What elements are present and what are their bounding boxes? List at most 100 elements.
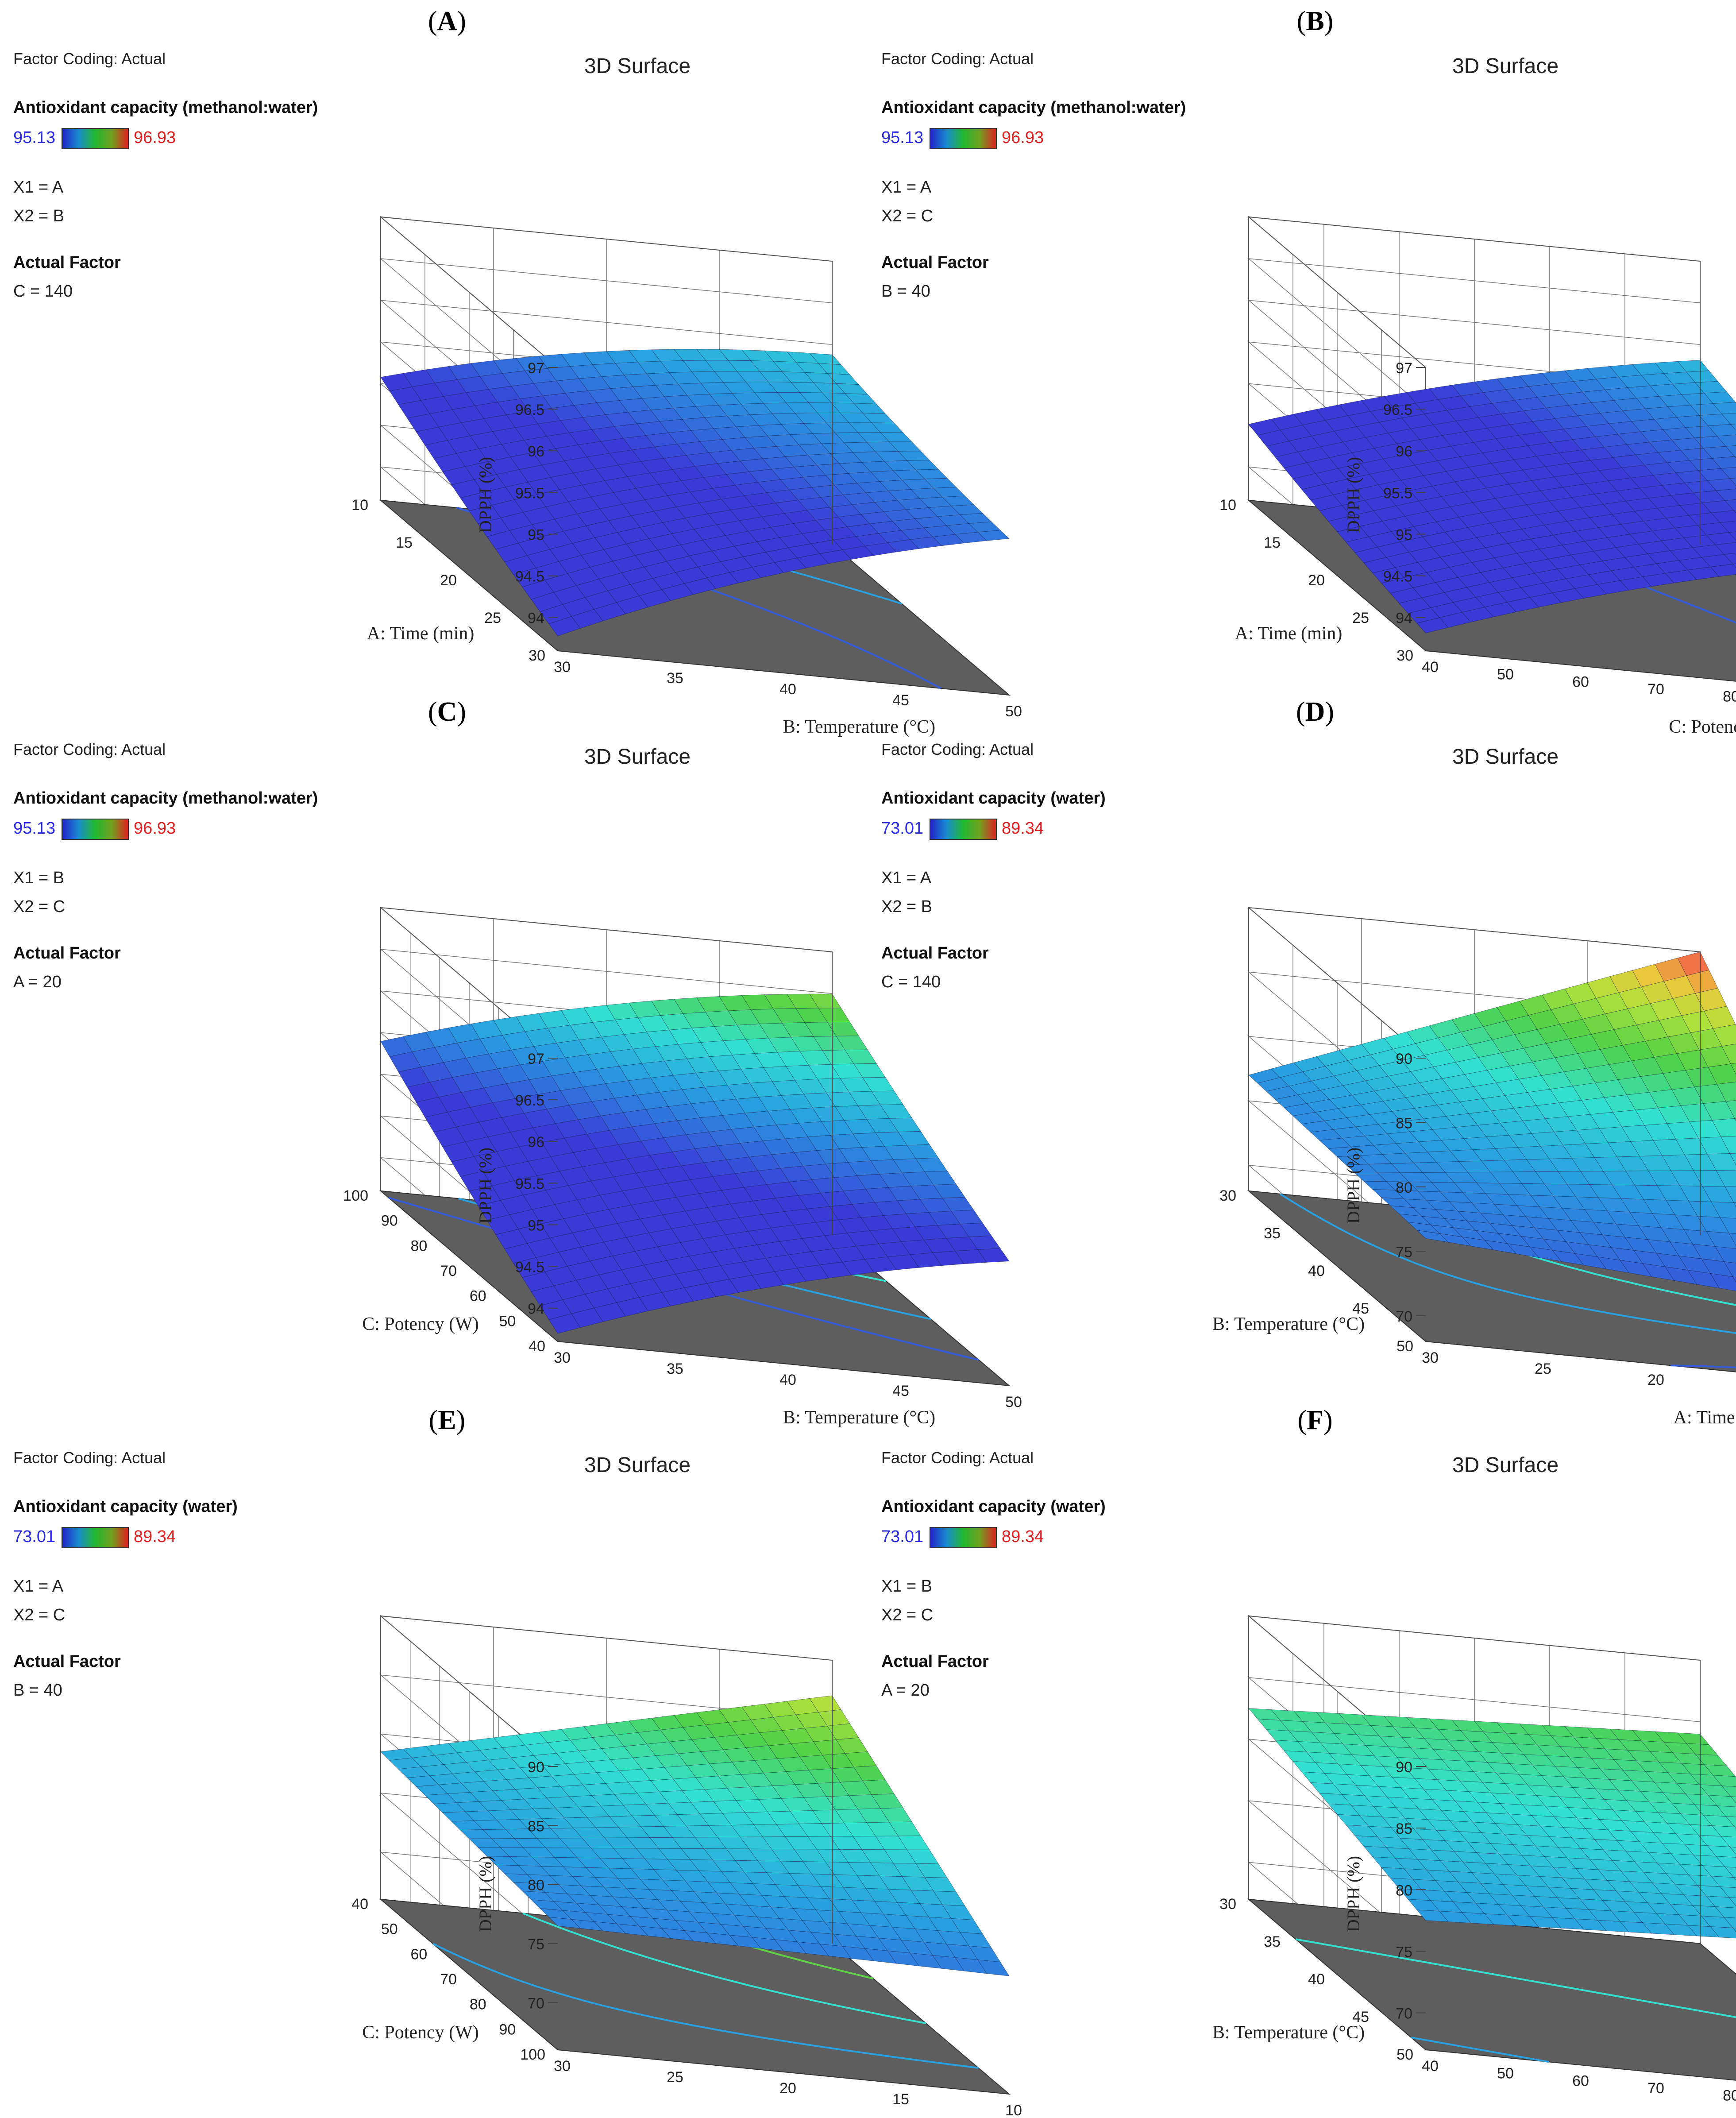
color-scale-min: 95.13 xyxy=(881,128,923,147)
chart-title: 3D Surface xyxy=(584,54,691,78)
contour-segment xyxy=(1537,2059,1549,2063)
contour-segment xyxy=(1385,1250,1397,1256)
y-tick-label: 50 xyxy=(499,1313,516,1330)
contour-segment xyxy=(537,1986,558,1994)
y-tick-label: 25 xyxy=(1352,610,1369,626)
panel-letter: (D) xyxy=(1296,697,1334,727)
panel-f: (F) Factor Coding: Actual Antioxidant capa… xyxy=(881,1405,1736,2118)
x-tick-label: 50 xyxy=(1005,1394,1022,1411)
z-tick-label: 94.5 xyxy=(515,1259,544,1276)
contour-segment xyxy=(802,1960,815,1965)
contour-segment xyxy=(388,1197,415,1206)
panel-letter-value: A xyxy=(437,6,457,36)
contour-segment xyxy=(883,2014,905,2020)
panel-letter: (F) xyxy=(1297,1405,1332,1435)
z-axis: 70 75 80 85 90 DPPH (%) xyxy=(475,1759,558,2012)
actual-factor-heading: Actual Factor xyxy=(881,1652,989,1671)
x-tick-label: 80 xyxy=(1723,688,1736,705)
contour-segment xyxy=(850,587,864,593)
contour-segment xyxy=(1400,1957,1411,1961)
contour-segment xyxy=(674,2021,682,2024)
surface-cell xyxy=(1416,1230,1449,1243)
z-tick-label: 96 xyxy=(528,1134,544,1151)
z-axis: 94 94.5 95 95.5 96 96.5 97 DPPH (%) xyxy=(475,1051,558,1318)
x-axis-label: A: Time (min) xyxy=(1674,1407,1736,1428)
y-tick-label: 60 xyxy=(411,1946,428,1963)
y-tick-label: 50 xyxy=(1397,1338,1413,1355)
contour-segment xyxy=(813,1317,837,1326)
contour-segment xyxy=(1290,1200,1300,1207)
panel-letter-open: ( xyxy=(429,1405,438,1435)
z-tick-label: 80 xyxy=(1396,1882,1412,1899)
chart-title: 3D Surface xyxy=(584,745,691,769)
panel-c: (C) Factor Coding: Actual Antioxidant capa… xyxy=(13,697,1022,1428)
contour-segment xyxy=(835,583,851,589)
y-tick-label: 15 xyxy=(1264,534,1281,551)
contour-segment xyxy=(875,595,891,601)
contour-segment xyxy=(908,1313,914,1316)
contour-segment xyxy=(1633,1316,1651,1322)
z-tick-label: 75 xyxy=(1396,1244,1412,1260)
contour-segment xyxy=(557,1992,564,1996)
contour-segment xyxy=(1495,2051,1517,2057)
x-tick-label: 50 xyxy=(1497,2065,1514,2082)
y-axis-label: B: Temperature (°C) xyxy=(1212,2022,1365,2043)
contour-segment xyxy=(1728,618,1736,624)
contour-segment xyxy=(759,2036,780,2041)
z-tick-label: 94 xyxy=(528,610,544,627)
factor-coding-label: Factor Coding: Actual xyxy=(881,1449,1034,1467)
contour-segment xyxy=(714,1975,725,1980)
contour-segment xyxy=(899,2057,920,2061)
contour-segment xyxy=(840,1297,864,1305)
contour-segment xyxy=(629,2011,633,2014)
y-tick-label: 60 xyxy=(470,1288,486,1305)
color-scale-bar xyxy=(930,1527,997,1548)
contour-segment xyxy=(1547,1260,1568,1268)
y-tick-label: 35 xyxy=(1264,1225,1281,1242)
z-axis: 94 94.5 95 95.5 96 96.5 97 DPPH (%) xyxy=(475,360,558,627)
z-tick-label: 85 xyxy=(528,1818,544,1835)
y-tick-label: 30 xyxy=(1397,647,1413,664)
response-title: Antioxidant capacity (water) xyxy=(13,1497,238,1516)
x-tick-label: 45 xyxy=(892,1383,909,1399)
z-axis: 70 75 80 85 90 DPPH (%) xyxy=(1343,1051,1426,1325)
color-scale-min: 73.01 xyxy=(881,1527,923,1546)
surface-mesh xyxy=(1248,360,1736,634)
contour-segment xyxy=(1486,1285,1498,1291)
contour-segment xyxy=(1665,1290,1685,1296)
contour-segment xyxy=(914,674,925,681)
color-scale-min: 95.13 xyxy=(13,819,55,838)
contour-segment xyxy=(1478,2048,1496,2053)
y-tick-label: 70 xyxy=(440,1263,457,1279)
contour-segment xyxy=(788,1310,805,1317)
contour-segment xyxy=(1522,1295,1544,1302)
y-axis-label: C: Potency (W) xyxy=(362,2022,479,2043)
response-title: Antioxidant capacity (methanol:water) xyxy=(13,98,318,117)
contour-segment xyxy=(1295,1938,1317,1944)
z-tick-label: 80 xyxy=(1396,1179,1412,1196)
x-axis: 30 35 40 45 50 B: Temperature (°C) xyxy=(554,1349,1022,1428)
contour-segment xyxy=(753,1946,779,1956)
contour-segment xyxy=(1550,1983,1569,1989)
contour-segment xyxy=(860,2051,880,2056)
x-tick-label: 15 xyxy=(892,2091,909,2108)
contour-segment xyxy=(1620,1996,1632,2000)
y-tick-label: 40 xyxy=(1308,1263,1325,1279)
contour-segment xyxy=(465,1219,471,1223)
z-tick-label: 95.5 xyxy=(515,1175,544,1192)
x-tick-label: 25 xyxy=(667,2069,683,2086)
actual-factor-value: A = 20 xyxy=(881,1681,930,1700)
z-tick-label: 97 xyxy=(528,1051,544,1067)
contour-segment xyxy=(1364,1240,1380,1249)
contour-segment xyxy=(681,2022,696,2027)
surface-mesh xyxy=(380,993,1010,1334)
contour-segment xyxy=(884,659,887,662)
actual-factor-heading: Actual Factor xyxy=(13,253,121,272)
z-tick-label: 95.5 xyxy=(1383,485,1412,502)
contour-segment xyxy=(871,653,885,661)
factor-coding-label: Factor Coding: Actual xyxy=(881,740,1034,758)
contour-segment xyxy=(816,1292,830,1297)
contour-segment xyxy=(861,1330,873,1334)
contour-segment xyxy=(530,1983,538,1988)
